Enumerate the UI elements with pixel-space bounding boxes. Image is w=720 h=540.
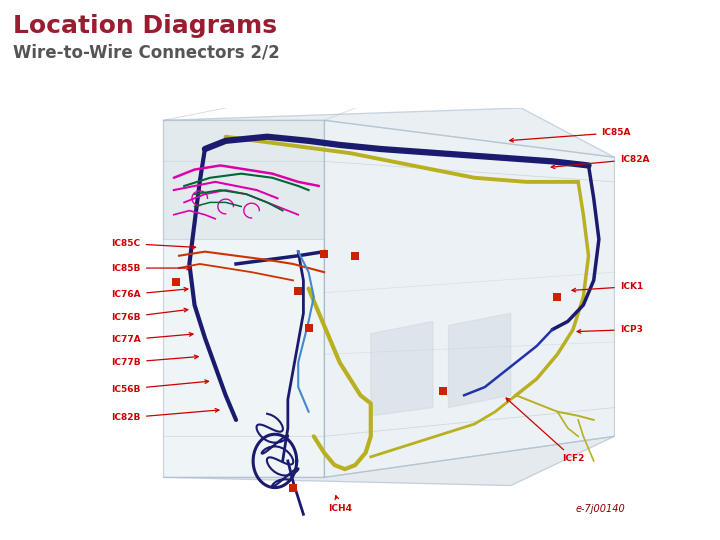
Polygon shape [163,120,324,239]
Text: Location Diagrams: Location Diagrams [13,14,277,37]
Text: ICK1: ICK1 [572,282,643,292]
Text: IC82B: IC82B [112,408,219,422]
Text: IC85B: IC85B [112,264,190,273]
Text: ICF2: ICF2 [506,398,585,463]
Text: IC77B: IC77B [112,355,198,367]
Text: IC77A: IC77A [112,333,193,345]
Text: IC85A: IC85A [510,128,631,142]
Polygon shape [371,321,433,416]
Text: IC76B: IC76B [112,308,188,322]
Text: IC56B: IC56B [112,380,209,394]
Polygon shape [324,120,614,477]
Polygon shape [163,436,614,485]
Polygon shape [449,313,510,408]
Text: IC82A: IC82A [552,155,649,168]
Polygon shape [163,108,614,157]
Text: IC85C: IC85C [112,239,196,249]
Text: ICH4: ICH4 [328,496,351,512]
Text: ICP3: ICP3 [577,325,642,334]
Text: e-7j00140: e-7j00140 [575,504,625,514]
Polygon shape [163,120,324,477]
Text: IC76A: IC76A [112,287,188,299]
Text: Wire-to-Wire Connectors 2/2: Wire-to-Wire Connectors 2/2 [13,43,279,61]
